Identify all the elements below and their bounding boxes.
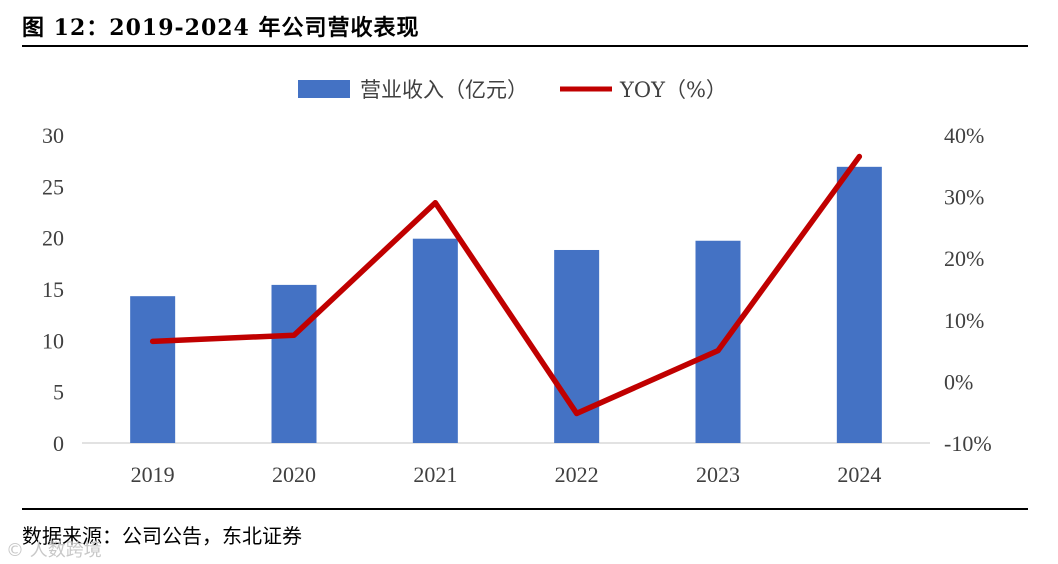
y-left-tick-label: 0 (53, 431, 64, 456)
watermark: © 人数跨境 (6, 540, 102, 561)
y-left-tick-label: 30 (42, 123, 64, 148)
point-yoy-2023 (715, 348, 721, 354)
y-left-tick-label: 15 (42, 277, 64, 302)
y-right-tick-label: 0% (944, 369, 973, 394)
point-yoy-2019 (150, 338, 156, 344)
footer-rule (22, 508, 1028, 510)
y-left-tick-label: 25 (42, 174, 64, 199)
line-yoy (149, 153, 863, 417)
y-left-tick-label: 10 (42, 328, 64, 353)
legend-label-line: YOY（%） (619, 78, 727, 102)
y-left-tick-label: 20 (42, 226, 64, 251)
bar-revenue-2021 (412, 238, 458, 443)
y-right-tick-label: 10% (944, 308, 984, 333)
y-right-tick-label: 20% (944, 246, 984, 271)
legend: 营业收入（亿元） YOY（%） (298, 78, 727, 102)
figure-title: 图 12：2019-2024 年公司营收表现 (22, 15, 420, 41)
x-tick-label: 2023 (696, 462, 740, 487)
bar-revenue-2023 (695, 240, 741, 443)
x-tick-label: 2024 (837, 462, 881, 487)
y-right-tick-label: 30% (944, 185, 984, 210)
y-right-tick-label: 40% (944, 123, 984, 148)
y-right-tick-label: -10% (944, 431, 992, 456)
point-yoy-2024 (856, 154, 862, 160)
x-tick-label: 2020 (272, 462, 316, 487)
x-tick-label: 2021 (413, 462, 457, 487)
x-tick-label: 2022 (555, 462, 599, 487)
bar-revenue-2020 (271, 284, 317, 443)
title-rule (22, 45, 1028, 47)
legend-label-bar: 营业收入（亿元） (360, 78, 528, 102)
point-yoy-2021 (432, 200, 438, 206)
y-left-tick-label: 5 (53, 380, 64, 405)
bar-revenue-2024 (836, 166, 882, 443)
source-note: 数据来源：公司公告，东北证券 (22, 524, 302, 548)
legend-swatch-bar (298, 80, 350, 98)
point-yoy-2022 (574, 410, 580, 416)
point-yoy-2020 (291, 332, 297, 338)
x-tick-label: 2019 (131, 462, 175, 487)
bar-revenue-2019 (130, 296, 176, 443)
